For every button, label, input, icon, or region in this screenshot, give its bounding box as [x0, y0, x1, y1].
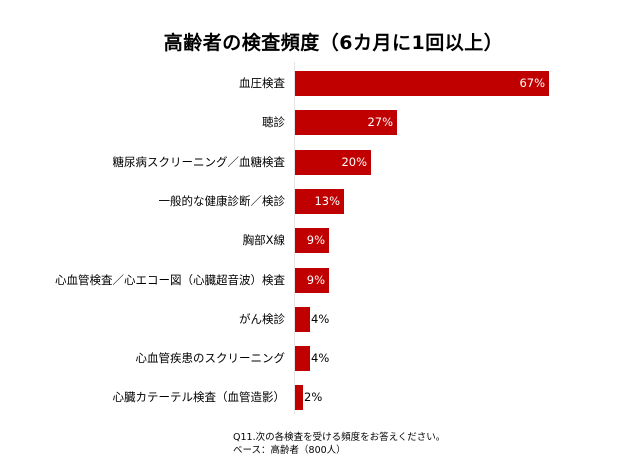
bar — [295, 346, 310, 371]
value-label: 4% — [311, 351, 330, 365]
bar: 9% — [295, 268, 329, 293]
category-label: 血圧検査 — [239, 76, 285, 90]
footnote: Q11.次の各検査を受ける頻度をお答えください。 ベース：高齢者（800人） — [233, 431, 445, 457]
category-label: 胸部X線 — [242, 233, 285, 247]
value-label: 20% — [341, 155, 367, 169]
bar: 67% — [295, 71, 549, 96]
value-label: 67% — [519, 76, 545, 90]
value-label: 27% — [367, 115, 393, 129]
category-axis-line — [294, 62, 295, 414]
value-label: 13% — [314, 194, 340, 208]
bar-row: 心血管疾患のスクリーニング 4% — [0, 346, 637, 371]
value-label: 9% — [306, 273, 325, 287]
bar-row: 血圧検査 67% — [0, 71, 637, 96]
bar: 13% — [295, 189, 344, 214]
bar-row: がん検診 4% — [0, 307, 637, 332]
value-label: 2% — [304, 390, 323, 404]
bar-row: 聴診 27% — [0, 110, 637, 135]
bar: 27% — [295, 110, 397, 135]
category-label: がん検診 — [239, 312, 285, 326]
bar-row: 胸部X線 9% — [0, 228, 637, 253]
category-label: 聴診 — [262, 115, 285, 129]
category-label: 心血管検査／心エコー図（心臓超音波）検査 — [55, 273, 285, 287]
bar: 9% — [295, 228, 329, 253]
bar-row: 心血管検査／心エコー図（心臓超音波）検査 9% — [0, 268, 637, 293]
bar: 20% — [295, 150, 371, 175]
category-label: 一般的な健康診断／検診 — [158, 194, 286, 208]
category-label: 心血管疾患のスクリーニング — [135, 351, 286, 365]
bar-row: 糖尿病スクリーニング／血糖検査 20% — [0, 150, 637, 175]
chart-title: 高齢者の検査頻度（6カ月に1回以上） — [163, 32, 504, 54]
footnote-base: ベース：高齢者（800人） — [233, 445, 346, 456]
value-label: 9% — [306, 233, 325, 247]
bar-row: 一般的な健康診断／検診 13% — [0, 189, 637, 214]
value-label: 4% — [311, 312, 330, 326]
bar — [295, 385, 303, 410]
bar-row: 心臓カテーテル検査（血管造影） 2% — [0, 385, 637, 410]
footnote-question: Q11.次の各検査を受ける頻度をお答えください。 — [233, 432, 446, 443]
category-label: 心臓カテーテル検査（血管造影） — [112, 390, 286, 404]
bar — [295, 307, 310, 332]
category-label: 糖尿病スクリーニング／血糖検査 — [112, 155, 286, 169]
